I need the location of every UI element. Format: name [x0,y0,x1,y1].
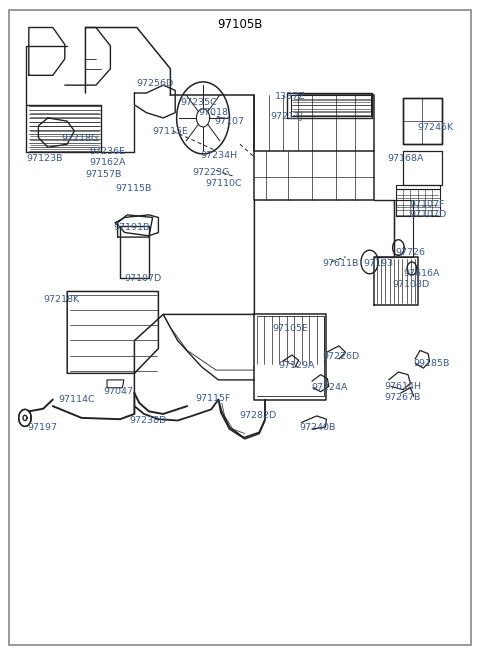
Text: 97614H: 97614H [384,382,421,391]
Text: 97047: 97047 [104,387,133,396]
Text: 99185B: 99185B [414,359,450,368]
Text: 1337Z: 1337Z [275,92,305,102]
Text: 97168A: 97168A [388,154,424,163]
Text: 97114C: 97114C [59,395,95,404]
Text: 97107D: 97107D [125,274,162,283]
Text: 97110C: 97110C [205,179,242,188]
Text: 97193: 97193 [364,259,394,268]
Text: 97267B: 97267B [384,393,420,402]
Text: 97115E: 97115E [153,126,189,136]
Text: 97234H: 97234H [201,151,238,160]
Text: 97157B: 97157B [85,170,122,179]
Text: 97726: 97726 [396,248,425,257]
Text: 97115F: 97115F [195,394,231,403]
Text: 97105E: 97105E [273,324,309,333]
Text: 97018: 97018 [198,108,228,117]
Text: 97107: 97107 [214,117,244,126]
Text: 97238D: 97238D [130,416,167,425]
Text: 97223G: 97223G [192,168,229,178]
Text: 97197: 97197 [28,422,58,432]
Text: 97191B: 97191B [113,223,150,233]
Text: 97245K: 97245K [418,123,454,132]
Text: 97211J: 97211J [270,112,303,121]
Text: 97107F: 97107F [409,200,444,209]
Text: 97226D: 97226D [323,352,360,362]
Text: 97616A: 97616A [403,269,440,278]
Text: 97218G: 97218G [61,134,99,143]
Text: 97240B: 97240B [300,422,336,432]
Text: 97218K: 97218K [43,295,79,304]
Text: 97108D: 97108D [393,280,430,289]
Text: 97611B: 97611B [323,259,359,268]
Text: 97123B: 97123B [26,154,63,163]
Text: 97105B: 97105B [217,18,263,31]
Text: 97235C: 97235C [180,98,217,107]
Text: 97129A: 97129A [278,361,315,370]
Text: 97115B: 97115B [115,184,152,193]
Text: 97236E: 97236E [89,147,125,157]
Text: 97256D: 97256D [137,79,174,88]
Text: 97162A: 97162A [89,158,126,167]
Text: 97224A: 97224A [311,383,348,392]
Text: 97282D: 97282D [239,411,276,421]
Text: 97107D: 97107D [409,210,446,219]
